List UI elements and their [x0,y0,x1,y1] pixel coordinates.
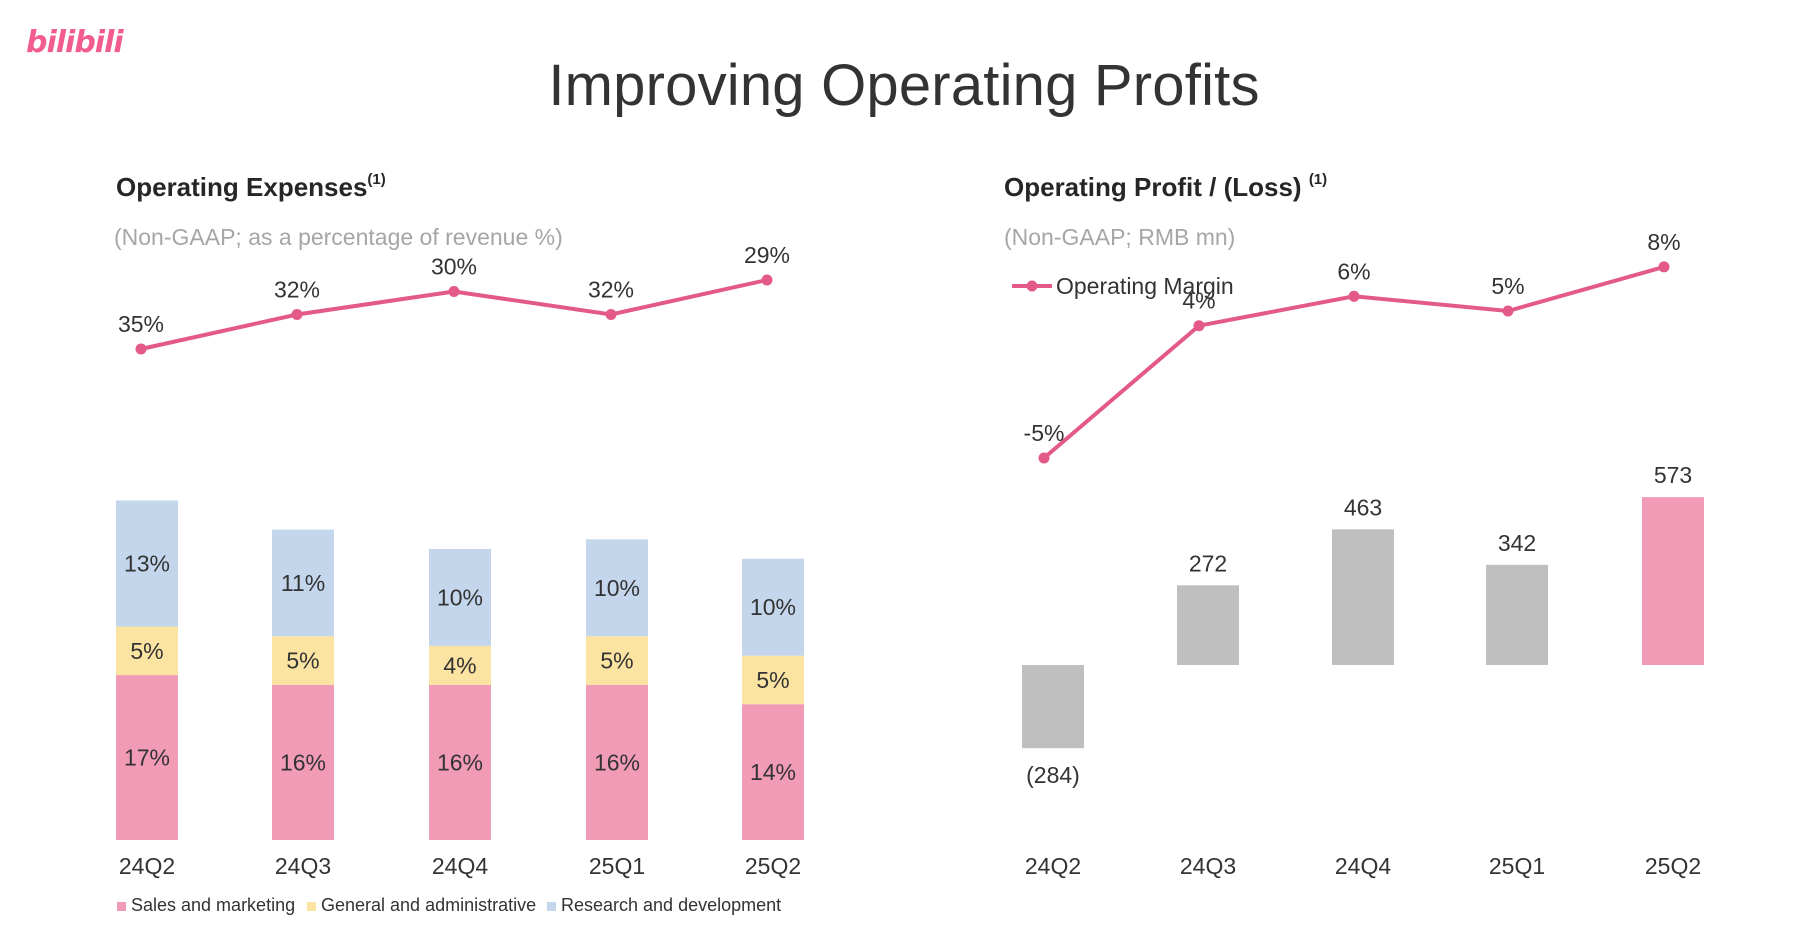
bar-label-sales-24Q4: 16% [437,749,483,775]
margin-line-label-24Q3: 4% [1182,288,1215,314]
right-chart-subtitle: (Non-GAAP; RMB mn) [1004,224,1236,250]
legend-swatch-sales [117,902,126,911]
x-tick-right-25Q1: 25Q1 [1489,853,1545,879]
expense-line-label-25Q1: 32% [588,277,634,303]
margin-line-label-25Q1: 5% [1491,273,1524,299]
right-chart-title-text: Operating Profit / (Loss) [1004,172,1302,202]
x-tick-right-25Q2: 25Q2 [1645,853,1701,879]
bar-label-sales-24Q3: 16% [280,749,326,775]
bilibili-logo: bilibili [24,18,134,67]
expense-line-label-24Q3: 32% [274,277,320,303]
profit-bar-24Q2 [1022,665,1084,749]
margin-point-24Q2 [1038,452,1050,464]
expense-point-25Q1 [605,309,617,320]
bar-ga-24Q2 [116,626,178,676]
margin-point-24Q4 [1348,290,1360,302]
left-chart-title-footnote: (1) [367,171,386,189]
profit-bar-25Q1 [1486,564,1548,665]
right-chart-title-footnote: (1) [1308,171,1328,189]
x-tick-left-25Q1: 25Q1 [589,853,645,879]
expense-point-24Q3 [291,309,303,320]
bar-label-ga-25Q2: 5% [756,667,789,693]
bar-sales-25Q1 [586,684,648,840]
bar-rd-25Q2 [742,558,804,656]
bar-sales-25Q2 [742,704,804,840]
bar-sales-24Q2 [116,675,178,840]
legend-label-sales: Sales and marketing [131,895,295,915]
x-tick-right-24Q2: 24Q2 [1025,853,1081,879]
left-chart-subtitle: (Non-GAAP; as a percentage of revenue %) [114,224,563,250]
legend-swatch-ga [307,902,316,911]
x-tick-left-24Q2: 24Q2 [119,853,175,879]
bar-rd-24Q3 [272,529,334,637]
margin-point-25Q1 [1502,305,1514,317]
expense-line-label-24Q4: 30% [431,254,477,280]
expense-point-25Q2 [761,274,773,286]
profit-bar-24Q3 [1177,585,1239,665]
profit-bar-label-24Q3: 272 [1189,550,1227,576]
bar-label-rd-24Q3: 11% [281,570,325,596]
expense-line-label-25Q2: 29% [744,242,790,268]
page-title: Improving Operating Profits [548,53,1260,118]
bar-ga-24Q4 [429,646,491,685]
expense-point-24Q4 [448,286,460,297]
bar-ga-24Q3 [272,636,334,685]
expense-line-label-24Q2: 35% [118,311,164,337]
margin-line-label-24Q2: -5% [1024,420,1065,446]
margin-point-25Q2 [1658,261,1670,273]
legend-label-ga: General and administrative [321,895,536,915]
bar-ga-25Q2 [742,655,804,705]
bar-label-rd-25Q1: 10% [594,575,640,601]
right-chart-title: Operating Profit / (Loss) (1) [1004,171,1328,203]
left-chart-title: Operating Expenses(1) [116,171,386,203]
bar-label-rd-24Q4: 10% [437,585,483,611]
bar-label-ga-24Q2: 5% [130,638,163,664]
margin-point-24Q3 [1193,320,1205,332]
legend-swatch-rd [547,902,556,911]
x-tick-right-24Q3: 24Q3 [1180,853,1236,879]
bar-ga-25Q1 [586,636,648,685]
x-tick-left-24Q4: 24Q4 [432,853,488,879]
x-tick-left-24Q3: 24Q3 [275,853,331,879]
bar-sales-24Q3 [272,684,334,840]
profit-bar-label-25Q2: 573 [1654,462,1692,488]
bar-label-rd-24Q2: 13% [124,551,170,577]
left-chart-title-text: Operating Expenses [116,172,368,202]
margin-line-label-25Q2: 8% [1647,229,1680,255]
profit-bar-25Q2 [1642,497,1704,665]
bar-label-ga-25Q1: 5% [600,648,633,674]
legend-margin-marker [1026,280,1038,292]
x-tick-right-24Q4: 24Q4 [1335,853,1391,879]
profit-bar-24Q4 [1332,529,1394,665]
bar-rd-24Q4 [429,549,491,646]
profit-bar-label-25Q1: 342 [1498,530,1536,556]
bar-label-ga-24Q4: 4% [443,652,476,678]
bar-rd-25Q1 [586,539,648,637]
x-tick-left-25Q2: 25Q2 [745,853,801,879]
expense-point-24Q2 [135,343,147,355]
bar-rd-24Q2 [116,500,178,627]
bar-label-rd-25Q2: 10% [750,594,796,620]
margin-line-label-24Q4: 6% [1337,258,1370,284]
bar-label-ga-24Q3: 5% [286,648,319,674]
bar-label-sales-24Q2: 17% [124,745,170,771]
bar-label-sales-25Q2: 14% [750,759,796,785]
bar-sales-24Q4 [429,684,491,840]
profit-bar-label-24Q2: (284) [1026,762,1080,788]
bar-label-sales-25Q1: 16% [594,749,640,775]
profit-bar-label-24Q4: 463 [1344,494,1382,520]
legend-margin-label: Operating Margin [1056,273,1234,299]
legend-label-rd: Research and development [561,895,781,915]
logo-text: bilibili [26,25,124,60]
